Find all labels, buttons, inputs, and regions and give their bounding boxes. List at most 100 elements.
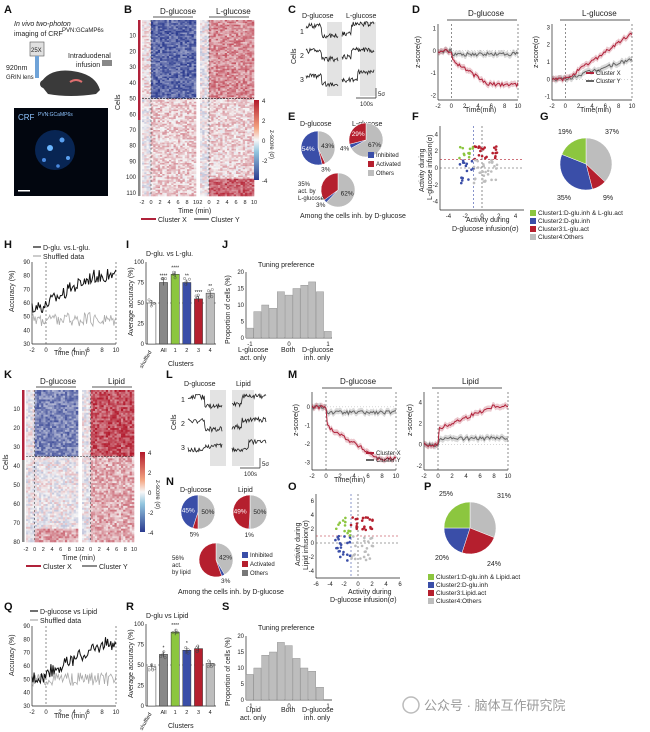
heat-cell [164,43,168,46]
heat-cell [204,90,208,93]
heat-cell [200,97,203,99]
heat-cell [211,178,214,181]
heat-cell [251,136,255,139]
heat-cell [200,64,203,66]
heat-cell [151,158,154,161]
heat-cell [142,95,145,98]
heat-cell [204,112,208,115]
heat-cell [211,93,214,96]
heat-cell [245,40,248,43]
heat-cell [142,174,145,176]
heat-cell [233,34,237,37]
heat-cell [148,156,152,159]
heat-cell [249,133,253,136]
heat-cell [151,60,154,63]
heat-cell [155,106,159,109]
heat-cell [224,76,228,79]
heat-cell [229,178,232,181]
heat-cell [191,54,195,57]
heat-cell [229,181,232,184]
heat-cell [187,103,190,106]
heat-cell [166,131,170,134]
heat-cell [184,87,188,90]
heat-cell [173,42,177,44]
heat-cell [193,37,197,40]
heat-cell [151,139,154,142]
heat-cell [178,153,181,156]
heat-cell [191,125,195,128]
heat-cell [218,68,221,71]
heat-cell [166,178,170,181]
heat-cell [180,122,183,125]
heat-cell [187,86,190,88]
heat-cell [204,108,208,110]
heat-cell [180,90,183,93]
heat-cell [222,90,226,93]
heat-cell [144,23,147,26]
heat-cell [220,46,223,49]
heat-cell [155,111,159,114]
heat-cell [178,175,181,178]
heat-cell [211,82,214,85]
heat-cell [173,164,177,167]
heat-cell [182,20,186,22]
heat-cell [215,125,219,128]
heat-cell [171,126,174,129]
heat-cell [151,147,154,150]
heat-cell [245,101,248,104]
heat-cell [189,29,192,32]
heat-cell [251,148,255,151]
heat-cell [209,147,212,150]
heat-cell [202,161,205,164]
heat-cell [193,23,197,26]
heat-cell [178,51,181,54]
heat-cell [157,32,161,35]
heat-cell [148,38,152,41]
heat-cell [220,97,223,99]
heat-cell [238,26,241,29]
heat-cell [184,82,188,85]
heat-cell [178,84,181,87]
heat-cell [211,90,214,93]
heat-cell [184,31,188,33]
heat-cell [151,21,154,24]
heat-cell [245,92,248,95]
heat-cell [162,34,165,37]
heat-cell [182,97,186,99]
heat-cell [178,114,181,117]
heat-cell [148,115,152,118]
heat-cell [245,27,248,30]
heat-cell [187,84,190,87]
heat-cell [157,159,161,162]
heat-cell [222,32,226,35]
heat-cell [218,75,221,77]
heat-cell [242,43,246,46]
heat-cell [164,114,168,117]
heat-cell [142,141,145,143]
heat-cell [171,56,174,59]
heat-cell [180,106,183,109]
heat-cell [202,111,205,114]
heat-cell [245,86,248,88]
heat-cell [166,35,170,38]
heat-cell [211,24,214,27]
heat-cell [236,46,239,49]
heat-cell [193,49,197,52]
heat-cell [249,35,253,38]
heat-cell [166,38,170,41]
heat-cell [180,53,183,55]
heat-cell [211,166,214,169]
heat-cell [180,48,183,51]
heat-cell [242,92,246,95]
heat-cell [160,97,163,99]
heat-cell [213,144,217,147]
heat-cell [151,134,154,137]
heat-cell [187,106,190,109]
heat-cell [178,54,181,57]
heat-cell [178,131,181,134]
heat-cell [204,117,208,120]
heat-cell [233,24,237,27]
heat-cell [236,24,239,27]
heat-cell [171,114,174,117]
heat-cell [142,93,145,96]
